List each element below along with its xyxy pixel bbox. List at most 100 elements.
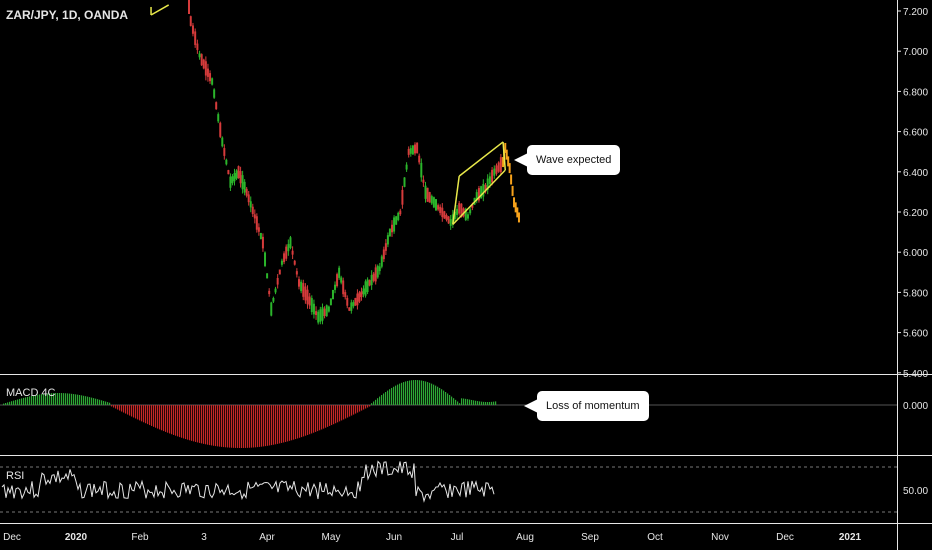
macd-bar	[409, 380, 411, 405]
candle-body	[354, 297, 357, 306]
macd-bar	[249, 405, 251, 448]
macd-bar	[19, 398, 21, 405]
macd-bar	[493, 401, 495, 405]
macd-bar	[453, 398, 455, 405]
projection-bar	[504, 142, 507, 153]
projection-bar	[517, 212, 520, 223]
macd-bar	[417, 380, 419, 405]
macd-bar	[407, 380, 409, 405]
x-tick-label: Jul	[451, 532, 464, 543]
candle-body	[243, 181, 246, 193]
macd-bar	[179, 405, 181, 438]
macd-bar	[445, 392, 447, 405]
candle-body	[484, 184, 487, 192]
candle-body	[213, 89, 216, 98]
candle-body	[209, 73, 212, 82]
candle-body	[310, 298, 313, 313]
macd-bar	[273, 405, 275, 445]
candle-body	[257, 227, 260, 232]
macd-bar	[275, 405, 277, 445]
macd-bar	[361, 405, 363, 411]
candle-body	[272, 297, 275, 302]
macd-bar	[485, 401, 487, 405]
candle-body	[253, 214, 256, 219]
macd-bar	[83, 395, 85, 405]
macd-bar	[297, 405, 299, 439]
macd-bar	[67, 393, 69, 405]
macd-bar	[7, 402, 9, 405]
candle-body	[428, 192, 431, 203]
macd-bar	[229, 405, 231, 448]
macd-bar	[301, 405, 303, 438]
candle-body	[331, 289, 334, 300]
candle-body	[233, 173, 236, 182]
macd-bar	[381, 395, 383, 405]
macd-bar	[267, 405, 269, 446]
macd-bar	[299, 405, 301, 438]
macd-bar	[337, 405, 339, 423]
macd-bar	[129, 405, 131, 416]
macd-bar	[63, 393, 65, 405]
macd-bar	[307, 405, 309, 435]
macd-bar	[457, 401, 459, 405]
macd-bar	[305, 405, 307, 436]
candle-body	[211, 78, 214, 85]
candle-body	[469, 209, 472, 214]
macd-bar	[79, 394, 81, 405]
candle-body	[453, 211, 456, 220]
candle-body	[278, 269, 281, 275]
candle-body	[188, 0, 190, 14]
candle-body	[344, 292, 347, 298]
macd-bar	[255, 405, 257, 448]
candle-body	[306, 289, 309, 305]
macd-bar	[53, 393, 55, 405]
candle-body	[334, 284, 337, 290]
macd-bar	[147, 405, 149, 425]
macd-bar	[139, 405, 141, 421]
candle-body	[217, 114, 220, 122]
candle-body	[447, 216, 450, 224]
candle-body	[215, 102, 218, 110]
candle-body	[437, 205, 440, 210]
candle-body	[382, 249, 385, 260]
macd-bar	[115, 405, 117, 409]
macd-bar	[95, 398, 97, 405]
candle-body	[312, 303, 315, 315]
candle-body	[456, 208, 459, 215]
candle-body	[374, 267, 377, 282]
candle-body	[407, 149, 410, 155]
macd-bar	[495, 401, 497, 405]
macd-bar	[181, 405, 183, 438]
macd-bar	[427, 382, 429, 405]
candle-body	[350, 302, 353, 311]
macd-bar	[3, 403, 5, 405]
x-tick-label: Feb	[131, 532, 149, 543]
loss-of-momentum-callout: Loss of momentum	[524, 391, 649, 421]
macd-bar	[31, 395, 33, 405]
candle-body	[380, 256, 383, 267]
candle-body	[401, 189, 404, 205]
macd-bar	[253, 405, 255, 448]
macd-bar	[11, 401, 13, 405]
macd-bar	[65, 393, 67, 405]
macd-bar	[155, 405, 157, 428]
macd-bar	[425, 381, 427, 405]
candle-body	[189, 16, 192, 26]
macd-bar	[465, 398, 467, 405]
macd-bar	[169, 405, 171, 434]
candle-body	[321, 307, 324, 321]
macd-bar	[389, 389, 391, 405]
candle-body	[395, 216, 398, 225]
macd-bar	[343, 405, 345, 420]
macd-bar	[221, 405, 223, 447]
macd-bar	[433, 384, 435, 405]
candle-body	[302, 283, 305, 297]
macd-bar	[385, 392, 387, 405]
macd-bar	[287, 405, 289, 442]
macd-tick-label: 0.000	[903, 401, 928, 412]
candle-body	[346, 297, 349, 306]
candle-body	[196, 43, 199, 50]
macd-bar	[239, 405, 241, 448]
y-tick-label: 5.800	[903, 288, 928, 299]
